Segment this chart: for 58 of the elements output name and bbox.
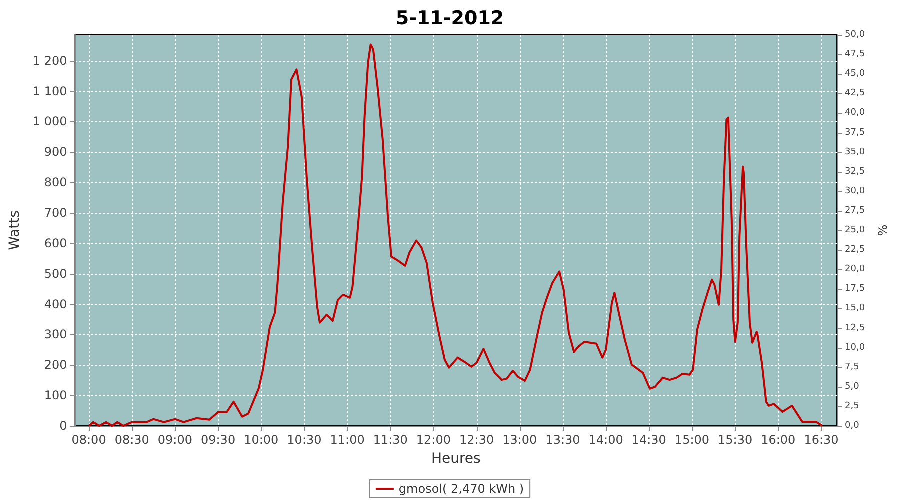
x-tick-label: 14:00 [588,433,624,447]
x-axis-title: Heures [431,451,481,467]
x-tick-label: 16:00 [761,433,796,447]
chart-title: 5-11-2012 [396,8,504,30]
y-tick-label: 200 [44,358,68,372]
y-tick-label: 400 [44,297,68,312]
y-tick-label: 0 [60,419,68,433]
y-tick-label: 1 000 [32,114,68,129]
x-tick-label: 16:30 [804,433,839,447]
y-tick-label: 600 [44,236,68,250]
x-tick-label: 11:00 [330,433,365,447]
y2-tick-label: 45,0 [845,69,866,80]
y2-tick-label: 40,0 [845,108,866,118]
y-tick-label: 900 [44,145,68,160]
y-tick-label: 800 [44,176,68,190]
y2-tick-label: 27,5 [845,206,866,216]
y2-tick-label: 35,0 [845,147,866,158]
y2-tick-label: 25,0 [845,226,866,236]
y-axis-title: Watts [7,210,23,250]
y2-axis-title: % [876,224,890,236]
y-tick-label: 1 100 [32,84,68,98]
x-tick-label: 15:00 [674,433,710,447]
y-tick-label: 100 [44,388,68,403]
x-tick-label: 11:30 [373,433,408,447]
x-tick-label: 13:30 [546,433,580,447]
y2-tick-label: 17,5 [845,284,866,294]
y2-tick-label: 5,0 [845,382,860,392]
y-tick-label: 700 [44,206,68,220]
x-tick-label: 08:00 [72,433,106,447]
y2-tick-label: 32,5 [845,166,866,177]
y2-tick-label: 7,5 [845,362,860,372]
x-tick-label: 09:30 [201,433,236,447]
x-tick-label: 14:30 [632,433,666,447]
y2-tick-label: 0,0 [845,421,860,431]
y2-tick-label: 12,5 [845,323,866,334]
y2-tick-label: 30,0 [845,186,866,196]
legend-label: gmosol( 2,470 kWh ) [398,482,524,496]
y2-tick-label: 15,0 [845,304,866,314]
y-tick-label: 500 [44,266,68,281]
x-tick-label: 13:00 [502,433,538,447]
y2-tick-label: 22,5 [845,245,866,256]
y2-tick-label: 2,5 [845,401,860,412]
y2-tick-label: 47,5 [845,50,866,60]
x-tick-label: 15:30 [718,433,753,447]
x-tick-label: 12:00 [416,433,452,447]
x-tick-label: 08:30 [114,433,150,447]
y2-tick-label: 20,0 [845,264,866,275]
x-tick-label: 09:00 [158,433,193,447]
y2-tick-label: 42,5 [845,88,866,99]
line-series [88,44,824,427]
x-tick-label: 10:30 [287,433,322,447]
y2-tick-label: 37,5 [845,128,866,138]
y2-tick-label: 50,0 [845,30,866,40]
y2-tick-label: 10,0 [845,342,866,353]
y-tick-label: 300 [44,328,68,342]
x-tick-label: 12:30 [460,433,494,447]
x-tick-label: 10:00 [244,433,279,447]
y-tick-label: 1 200 [32,54,68,68]
